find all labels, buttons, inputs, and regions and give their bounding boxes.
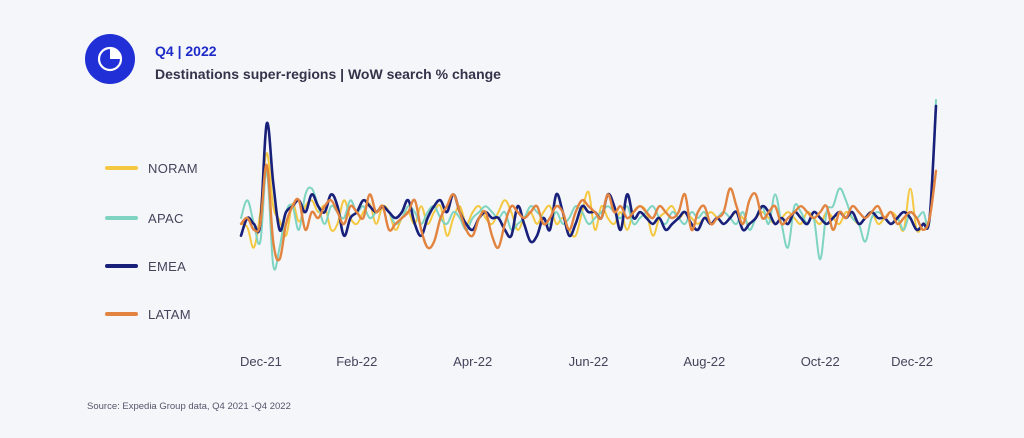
x-tick-label: Aug-22: [683, 354, 725, 369]
legend-label-noram: NORAM: [148, 160, 198, 176]
series-line-emea: [239, 104, 938, 244]
series-line-apac: [240, 99, 937, 271]
legend-item-emea: EMEA: [105, 256, 235, 276]
legend-item-noram: NORAM: [105, 158, 235, 178]
legend-swatch-latam: [105, 312, 138, 316]
page-title: Q4 | 2022: [155, 43, 217, 59]
legend-label-emea: EMEA: [148, 258, 187, 274]
chart-subtitle: Destinations super-regions | WoW search …: [155, 66, 501, 82]
x-axis-ticks: Dec-21 Feb-22 Apr-22 Jun-22 Aug-22 Oct-22 Dec-…: [240, 354, 933, 369]
x-tick-label: Oct-22: [801, 354, 840, 369]
legend-item-latam: LATAM: [105, 304, 235, 324]
legend-swatch-apac: [105, 216, 138, 220]
x-tick-label: Dec-22: [891, 354, 933, 369]
source-note: Source: Expedia Group data, Q4 2021 -Q4 …: [87, 401, 291, 412]
pie-chart-icon: [85, 34, 135, 84]
legend-swatch-emea: [105, 264, 138, 268]
series-line-latam: [239, 163, 938, 262]
series-line-noram: [240, 152, 937, 249]
legend-label-latam: LATAM: [148, 306, 191, 322]
x-tick-label: Feb-22: [336, 354, 377, 369]
series-layer: [239, 99, 938, 271]
legend-item-apac: APAC: [105, 208, 235, 228]
legend-swatch-noram: [105, 166, 138, 170]
x-tick-label: Jun-22: [569, 354, 609, 369]
legend-label-apac: APAC: [148, 210, 184, 226]
x-tick-label: Apr-22: [453, 354, 492, 369]
header: Q4 | 2022 Destinations super-regions | W…: [155, 42, 501, 83]
x-tick-label: Dec-21: [240, 354, 282, 369]
